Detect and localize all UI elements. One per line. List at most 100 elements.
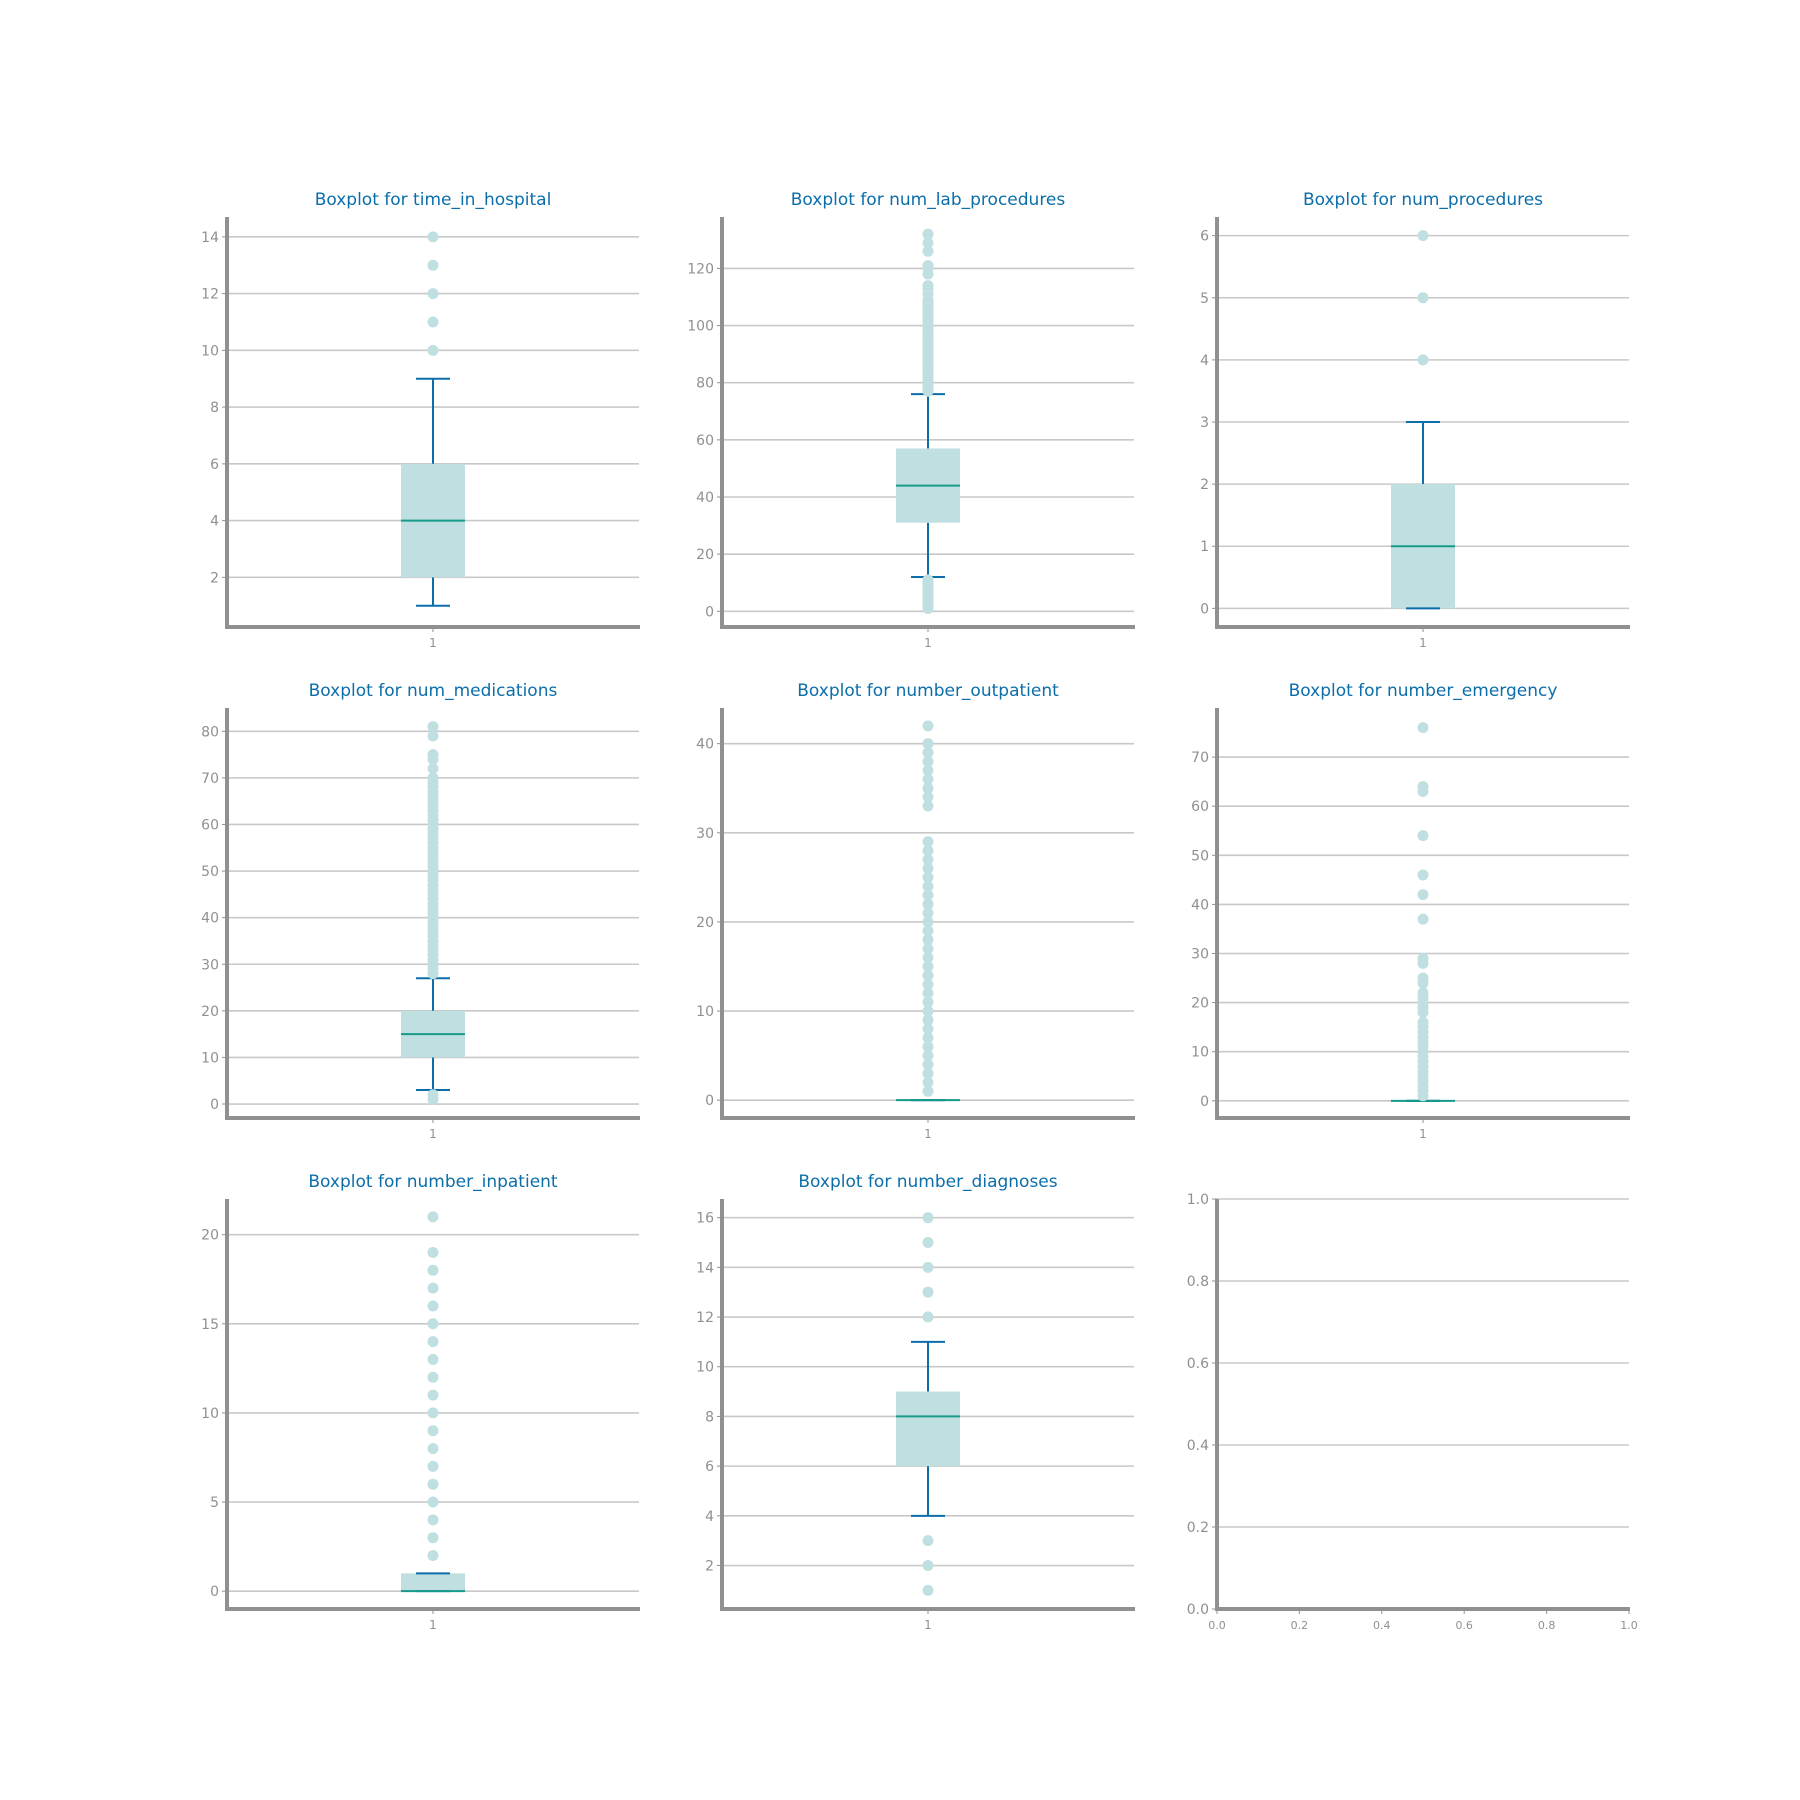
flier-point [922,925,934,937]
flier-point [922,782,934,794]
flier-point [427,344,439,356]
flier-point [922,237,934,249]
chart-title: Boxplot for number_outpatient [797,681,1059,701]
flier-point [1417,987,1429,999]
flier-point [922,228,934,240]
y-tick-label: 0 [210,1584,219,1600]
flier-point [427,1550,439,1562]
flier-point [1417,869,1429,881]
flier-point [922,836,934,848]
flier-point [427,1389,439,1401]
y-tick-label: 80 [201,724,219,740]
y-tick-label: 1 [1200,539,1209,555]
flier-point [922,1067,934,1079]
x-tick-label: 0.4 [1373,1619,1391,1632]
y-tick-label: 14 [201,230,219,246]
y-tick-label: 30 [1191,947,1209,963]
flier-point [922,916,934,928]
x-tick-label: 1 [1419,1127,1427,1141]
y-tick-label: 100 [687,319,714,335]
x-tick-label: 1 [429,1618,437,1632]
flier-point [922,755,934,767]
flier-point [922,952,934,964]
flier-point [922,1560,934,1572]
flier-point [922,1535,934,1547]
chart-title: Boxplot for number_inpatient [308,1172,558,1192]
x-tick-label: 0.0 [1208,1619,1226,1632]
flier-point [427,1264,439,1276]
flier-point [1417,230,1429,242]
y-tick-label: 70 [1191,750,1209,766]
flier-point [922,943,934,955]
chart-panel-2: 0 20 40 60 80 100 120 1 Boxplot for num_lab_proc… [687,190,1135,650]
flier-point [922,987,934,999]
flier-point [427,316,439,328]
flier-point [922,845,934,857]
y-tick-label: 2 [1200,477,1209,493]
y-tick-label: 4 [705,1509,714,1525]
flier-point [922,907,934,919]
y-tick-label: 20 [696,547,714,563]
flier-point [922,1286,934,1298]
x-tick-label: 1.0 [1620,1619,1638,1632]
flier-point [1417,292,1429,304]
flier-point [922,764,934,776]
flier-point [922,1032,934,1044]
y-tick-label: 6 [1200,229,1209,245]
flier-point [922,280,934,292]
chart-panel-6: 0 10 20 30 40 50 60 70 1 Boxplot for number_emerg… [1191,681,1630,1141]
flier-point [427,1532,439,1544]
flier-point [427,1443,439,1455]
y-tick-label: 80 [696,376,714,392]
flier-point [427,1425,439,1437]
y-tick-label: 70 [201,771,219,787]
flier-point [427,749,439,761]
flier-point [1417,354,1429,366]
x-tick-label: 0.6 [1455,1619,1473,1632]
chart-panel-1: 2 4 6 8 10 12 14 1 Boxplot for time_in_hospital [201,190,640,650]
x-tick-label: 0.2 [1291,1619,1309,1632]
y-tick-label: 60 [201,817,219,833]
y-tick-label: 12 [201,287,219,303]
flier-point [922,720,934,732]
flier-point [427,1460,439,1472]
flier-point [922,862,934,874]
chart-panel-9: 0.0 0.2 0.4 0.6 0.8 1.0 0.0 0.2 0.4 0.6 0.8 1.0 [1187,1192,1638,1632]
y-tick-label: 15 [201,1317,219,1333]
y-tick-label: 60 [1191,799,1209,815]
y-tick-label: 10 [201,343,219,359]
flier-point [922,245,934,257]
x-tick-label: 1 [1419,636,1427,650]
x-tick-label: 0.8 [1538,1619,1556,1632]
y-tick-label: 20 [201,1004,219,1020]
flier-point [922,1041,934,1053]
y-tick-label: 40 [1191,897,1209,913]
y-tick-label: 40 [201,911,219,927]
y-tick-label: 5 [1200,291,1209,307]
chart-panel-3: 0 1 2 3 4 5 6 1 Boxplot for num_procedures [1200,190,1630,650]
y-tick-label: 10 [201,1050,219,1066]
y-tick-label: 0 [1200,601,1209,617]
y-tick-label: 12 [696,1310,714,1326]
y-tick-label: 0 [1200,1094,1209,1110]
flier-point [1417,722,1429,734]
flier-point [922,574,934,586]
flier-point [922,1005,934,1017]
y-tick-label: 30 [696,826,714,842]
y-tick-label: 0 [210,1097,219,1113]
flier-point [1417,1016,1429,1028]
flier-point [922,1076,934,1088]
y-tick-label: 20 [201,1228,219,1244]
y-tick-label: 2 [705,1559,714,1575]
y-tick-label: 0 [705,604,714,620]
y-tick-label: 5 [210,1495,219,1511]
flier-point [1417,913,1429,925]
y-tick-label: 50 [201,864,219,880]
y-tick-label: 0 [705,1093,714,1109]
flier-point [922,773,934,785]
chart-panel-7: 0 5 10 15 20 1 Boxplot for number_inpatient [201,1172,640,1632]
chart-panel-5: 0 10 20 30 40 1 Boxplot for number_outpatient [696,681,1135,1141]
y-tick-label: 20 [1191,996,1209,1012]
flier-point [427,231,439,243]
